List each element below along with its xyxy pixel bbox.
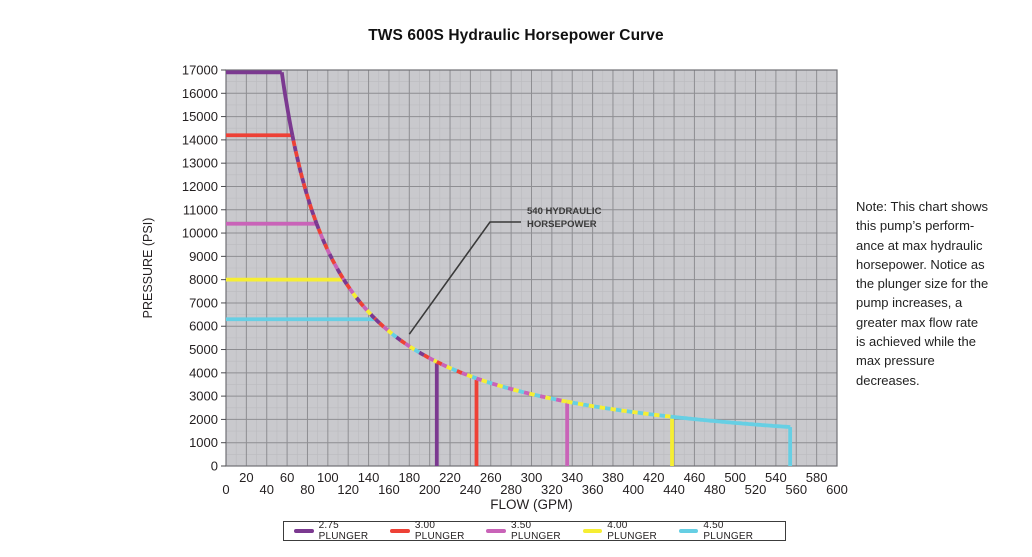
svg-text:380: 380: [602, 470, 624, 485]
svg-text:580: 580: [806, 470, 828, 485]
svg-text:560: 560: [785, 482, 807, 497]
legend-swatch: [294, 529, 314, 533]
svg-text:9000: 9000: [189, 249, 218, 264]
legend-label: 3.00 PLUNGER: [414, 520, 465, 542]
svg-text:160: 160: [378, 482, 400, 497]
svg-text:17000: 17000: [182, 63, 218, 78]
svg-text:4000: 4000: [189, 365, 218, 380]
svg-text:60: 60: [280, 470, 294, 485]
svg-text:320: 320: [541, 482, 563, 497]
svg-text:540: 540: [765, 470, 787, 485]
svg-text:2000: 2000: [189, 412, 218, 427]
svg-text:120: 120: [337, 482, 359, 497]
legend-item: 4.50 PLUNGER: [678, 520, 775, 542]
x-axis-title: FLOW (GPM): [490, 497, 573, 512]
svg-text:240: 240: [460, 482, 482, 497]
legend-swatch: [486, 529, 507, 533]
svg-text:20: 20: [239, 470, 253, 485]
svg-text:5000: 5000: [189, 342, 218, 357]
legend-item: 3.00 PLUNGER: [390, 520, 486, 542]
svg-text:1000: 1000: [189, 435, 218, 450]
svg-text:400: 400: [622, 482, 644, 497]
legend-label: 4.50 PLUNGER: [703, 520, 754, 542]
annotation-label: 540 HYDRAULIC HORSEPOWER: [527, 206, 602, 230]
svg-text:100: 100: [317, 470, 339, 485]
svg-text:460: 460: [684, 470, 706, 485]
chart-title: TWS 600S Hydraulic Horsepower Curve: [368, 27, 664, 44]
svg-text:480: 480: [704, 482, 726, 497]
series-3-50-plunger: [226, 221, 570, 466]
series-4-50-plunger: [226, 317, 793, 466]
svg-text:12000: 12000: [182, 179, 218, 194]
svg-text:520: 520: [745, 482, 767, 497]
svg-text:0: 0: [211, 459, 218, 474]
svg-text:360: 360: [582, 482, 604, 497]
legend-item: 4.00 PLUNGER: [582, 520, 679, 542]
legend-swatch: [582, 529, 603, 533]
svg-text:80: 80: [300, 482, 314, 497]
svg-text:280: 280: [500, 482, 522, 497]
svg-text:300: 300: [521, 470, 543, 485]
horsepower-curve: [279, 72, 791, 429]
svg-text:8000: 8000: [189, 272, 218, 287]
svg-text:260: 260: [480, 470, 502, 485]
svg-text:11000: 11000: [183, 202, 218, 217]
series-4-00-plunger: [226, 277, 674, 466]
svg-text:10000: 10000: [182, 226, 218, 241]
legend: 2.75 PLUNGER 3.00 PLUNGER 3.50 PLUNGER 4.00…: [283, 520, 786, 542]
legend-label: 3.50 PLUNGER: [511, 520, 561, 542]
legend-swatch: [678, 529, 699, 533]
y-tick-labels: 0 1000 2000 3000 4000 5000 6000 7000 8000 9000 100…: [182, 63, 218, 474]
svg-text:200: 200: [419, 482, 441, 497]
y-axis-ticks: [221, 69, 226, 467]
svg-text:140: 140: [358, 470, 380, 485]
series-2-75-plunger: [226, 70, 439, 466]
annotation-leader-line: [408, 221, 521, 335]
x-tick-labels: 0204060801001201401601802002202402602803…: [222, 470, 847, 497]
svg-text:440: 440: [663, 482, 685, 497]
series-3-00-plunger: [226, 133, 479, 466]
svg-text:7000: 7000: [189, 295, 218, 310]
svg-text:420: 420: [643, 470, 665, 485]
legend-label: 4.00 PLUNGER: [607, 520, 657, 542]
svg-text:220: 220: [439, 470, 461, 485]
svg-text:340: 340: [561, 470, 583, 485]
legend-item: 3.50 PLUNGER: [486, 520, 582, 542]
svg-text:13000: 13000: [182, 156, 218, 171]
svg-text:40: 40: [259, 482, 273, 497]
svg-text:600: 600: [826, 482, 848, 497]
svg-text:14000: 14000: [182, 132, 218, 147]
plot-border: [225, 69, 838, 467]
note-text: Note: This chart shows this pump’s perfo…: [856, 199, 989, 388]
svg-text:0: 0: [222, 482, 229, 497]
y-axis-title: PRESSURE (PSI): [141, 218, 155, 319]
legend-item: 2.75 PLUNGER: [294, 520, 390, 542]
svg-text:16000: 16000: [182, 86, 218, 101]
legend-label: 2.75 PLUNGER: [318, 520, 369, 542]
svg-text:180: 180: [398, 470, 420, 485]
svg-text:500: 500: [724, 470, 746, 485]
svg-text:3000: 3000: [189, 389, 218, 404]
svg-text:6000: 6000: [189, 319, 218, 334]
svg-text:15000: 15000: [182, 109, 218, 124]
legend-swatch: [390, 529, 410, 533]
